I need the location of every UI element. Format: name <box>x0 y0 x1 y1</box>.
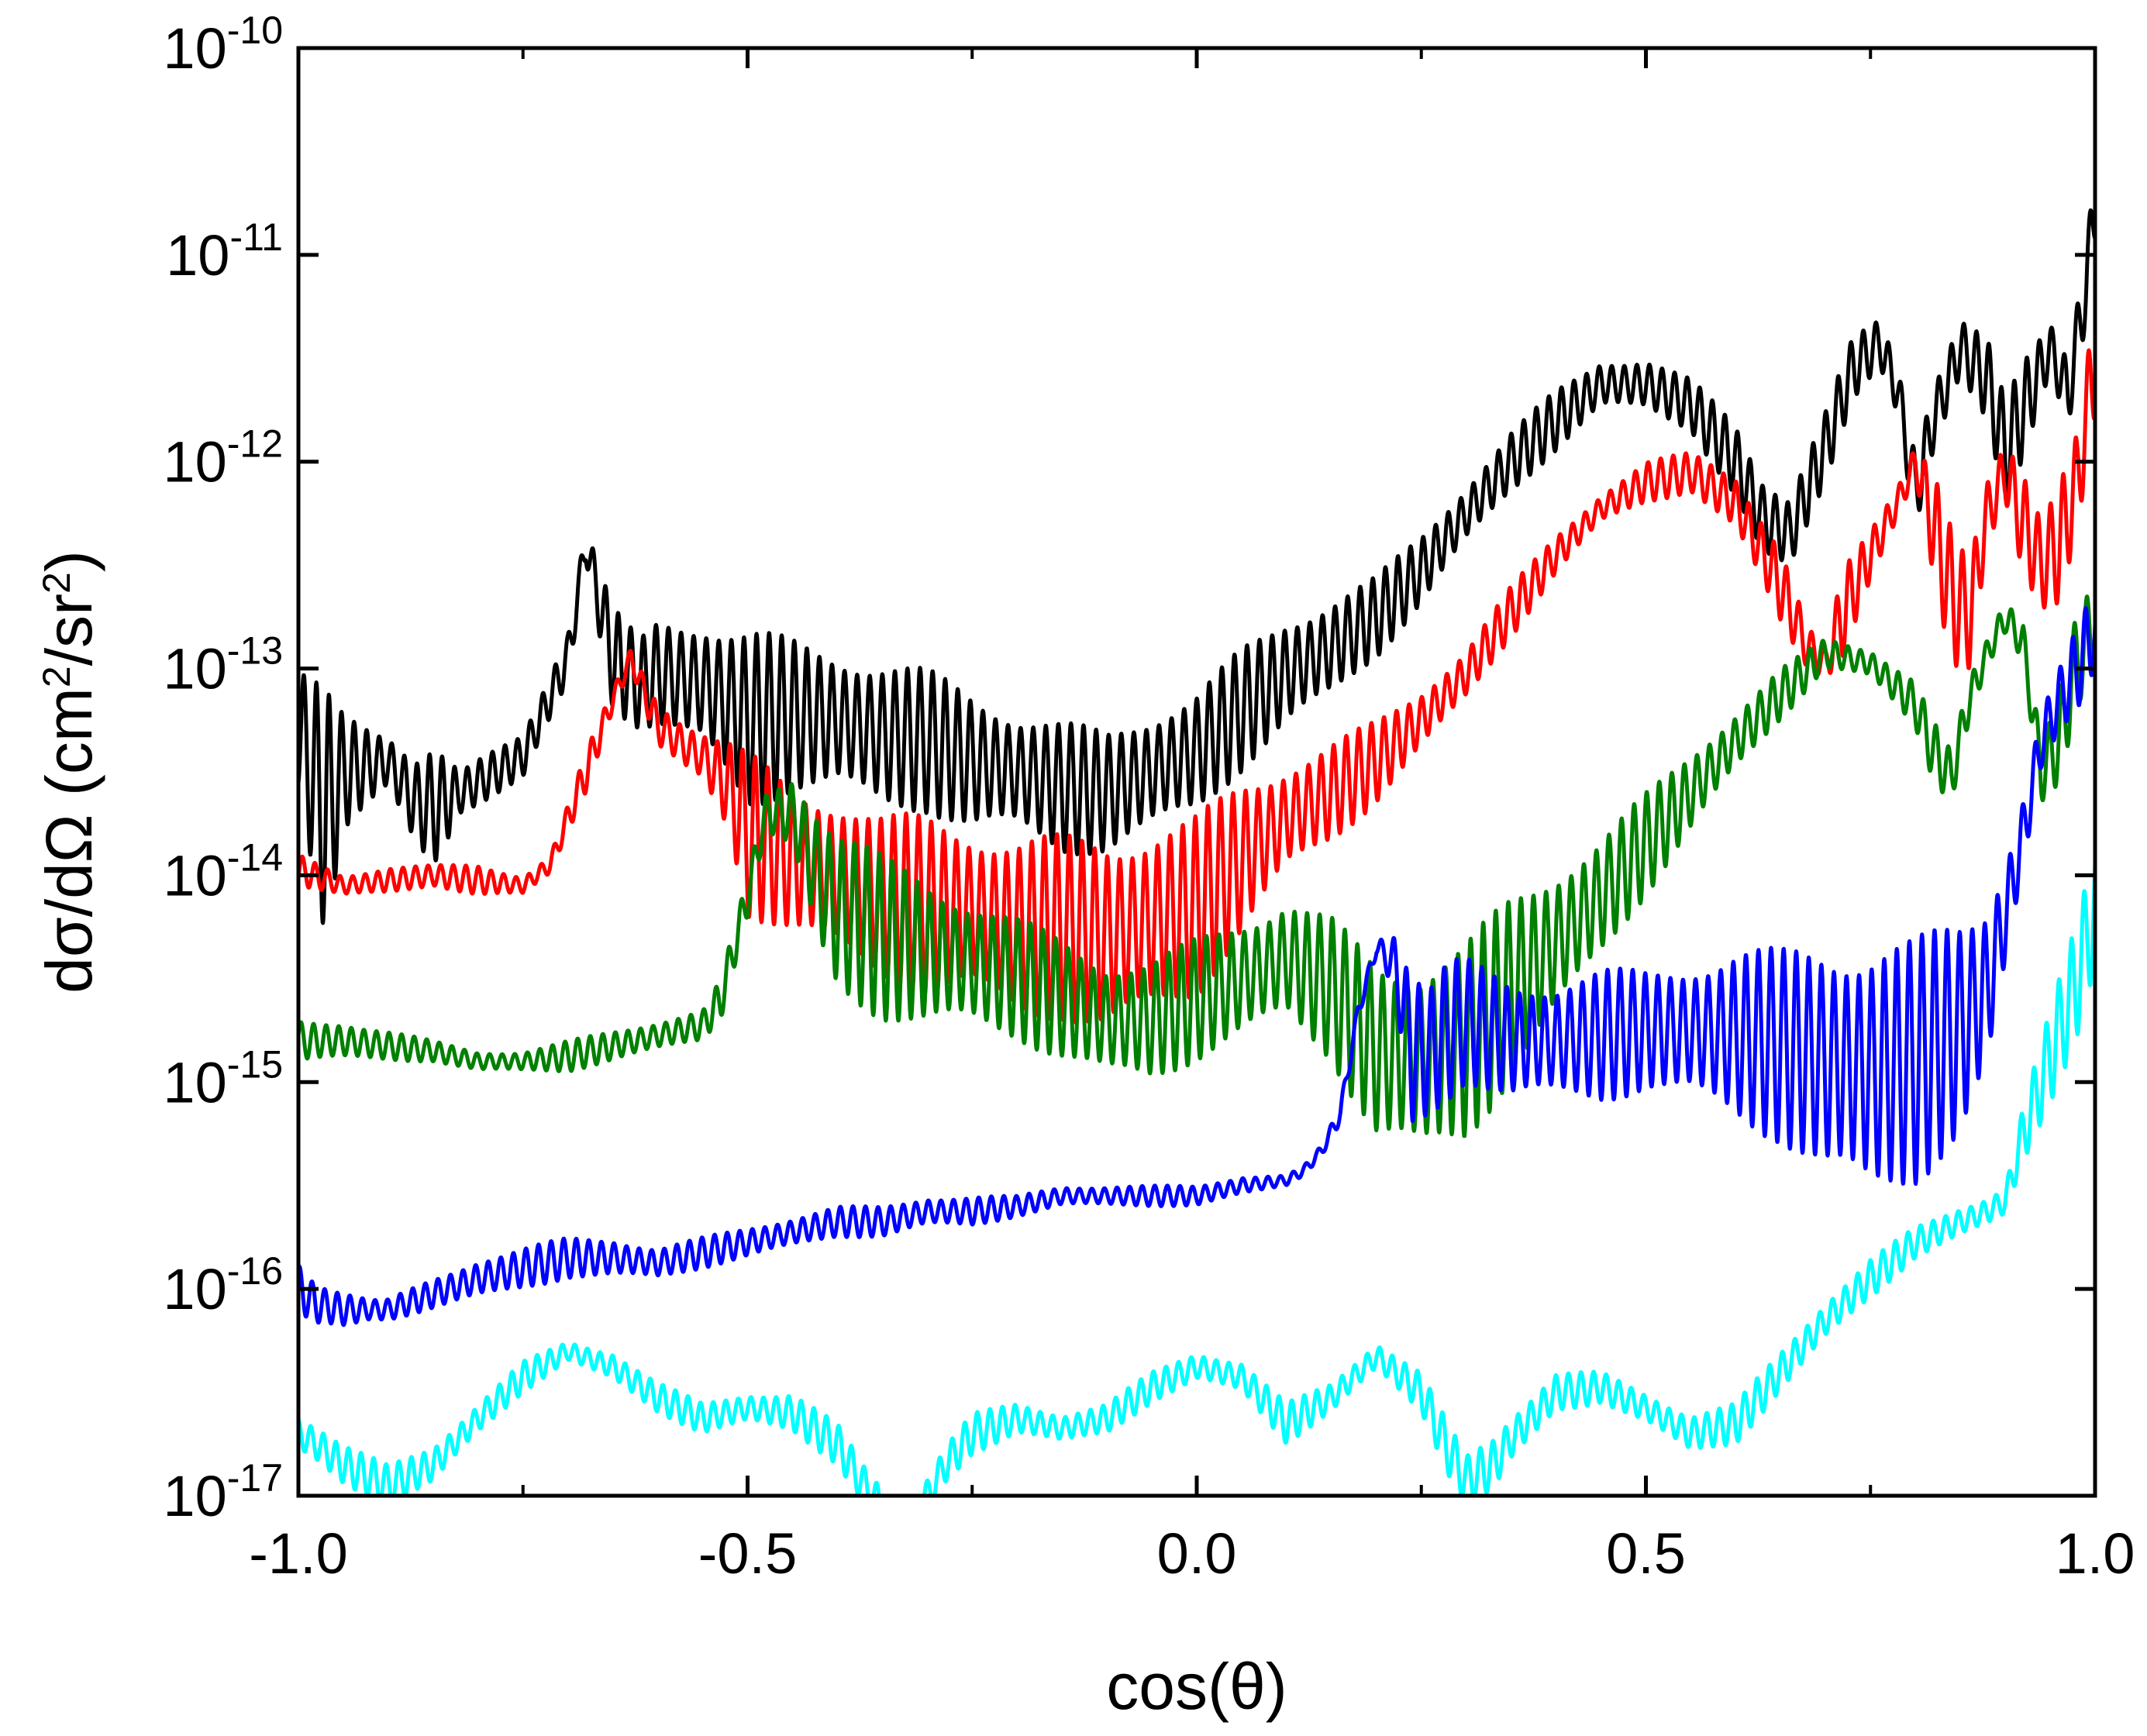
y-tick-exponent: -16 <box>227 1249 283 1293</box>
y-tick-base: 10 <box>163 430 226 494</box>
y-tick-exponent: -13 <box>227 629 283 673</box>
x-tick-label: -1.0 <box>249 1521 348 1586</box>
y-tick-label: 10-15 <box>163 1042 283 1114</box>
x-tick-label: 1.0 <box>2056 1521 2135 1586</box>
series-line-blue <box>298 606 2095 1328</box>
y-axis-title-end: ) <box>33 550 105 572</box>
y-tick-base: 10 <box>163 1050 226 1114</box>
plot-frame <box>296 46 2097 1498</box>
x-axis-title: cos(θ) <box>1106 1650 1287 1723</box>
y-axis-title: dσ/dΩ (cm2/sr2) <box>33 550 105 994</box>
y-tick-base: 10 <box>166 223 229 288</box>
y-tick-label: 10-12 <box>163 422 283 494</box>
series-layer <box>298 208 2095 1496</box>
y-tick-exponent: -11 <box>229 215 283 259</box>
y-tick-exponent: -14 <box>227 835 283 879</box>
x-tick-label: -0.5 <box>698 1521 798 1586</box>
y-axis-title-sup2: 2 <box>35 572 78 594</box>
y-tick-label: 10-14 <box>163 835 283 908</box>
y-tick-base: 10 <box>163 637 226 701</box>
y-tick-label: 10-16 <box>163 1249 283 1321</box>
y-axis-title-sup1: 2 <box>35 666 78 687</box>
y-axis-title-main: dσ/dΩ (cm <box>33 687 105 994</box>
y-tick-exponent: -17 <box>227 1456 283 1500</box>
x-tick-label: 0.0 <box>1157 1521 1237 1586</box>
y-tick-label: 10-17 <box>163 1456 283 1528</box>
y-tick-base: 10 <box>163 1257 226 1321</box>
x-tick-label: 0.5 <box>1606 1521 1686 1586</box>
y-tick-label: 10-11 <box>166 215 283 288</box>
y-tick-base: 10 <box>163 16 226 81</box>
y-tick-label: 10-10 <box>163 9 283 81</box>
series-line-cyan <box>298 864 2095 1496</box>
y-axis-title-mid: /sr <box>33 594 105 666</box>
y-tick-exponent: -10 <box>227 9 283 52</box>
series-line-green <box>298 594 2095 1138</box>
y-tick-exponent: -15 <box>227 1042 283 1086</box>
y-tick-base: 10 <box>163 1464 226 1528</box>
x-axis-ticks: -1.0 -0.5 0.0 0.5 1.0 <box>249 48 2135 1586</box>
y-tick-exponent: -12 <box>227 422 283 466</box>
series-line-black <box>298 208 2095 925</box>
y-tick-label: 10-13 <box>163 629 283 701</box>
y-tick-base: 10 <box>163 843 226 908</box>
series-line-red <box>298 348 2095 1025</box>
